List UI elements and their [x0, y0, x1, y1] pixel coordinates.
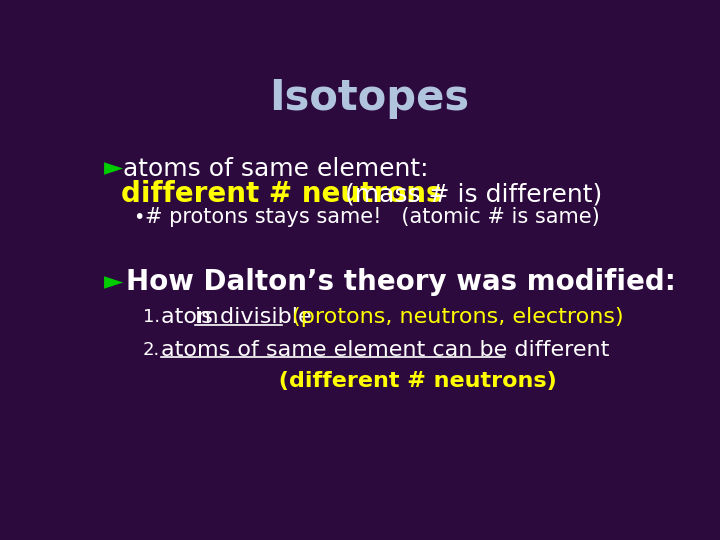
Text: (different # neutrons): (different # neutrons)	[210, 370, 557, 390]
Text: different # neutrons: different # neutrons	[121, 180, 443, 208]
Text: Isotopes: Isotopes	[269, 77, 469, 119]
Text: 2.: 2.	[143, 341, 160, 359]
Text: # protons stays same!   (atomic # is same): # protons stays same! (atomic # is same)	[145, 207, 600, 227]
Text: •: •	[132, 208, 144, 227]
Text: atom: atom	[161, 307, 226, 327]
Text: (mass # is different): (mass # is different)	[321, 182, 602, 206]
Text: 1.: 1.	[143, 308, 160, 326]
Text: How Dalton’s theory was modified:: How Dalton’s theory was modified:	[126, 268, 675, 296]
Text: atoms of same element can be different: atoms of same element can be different	[161, 340, 610, 360]
Text: ►: ►	[104, 270, 123, 294]
Text: (protons, neutrons, electrons): (protons, neutrons, electrons)	[285, 307, 624, 327]
Text: atoms of same element:: atoms of same element:	[122, 157, 428, 181]
Text: ►: ►	[104, 157, 123, 181]
Text: is divisible: is divisible	[195, 307, 312, 327]
